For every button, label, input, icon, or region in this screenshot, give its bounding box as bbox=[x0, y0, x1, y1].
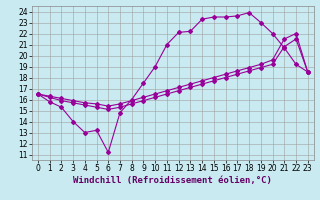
X-axis label: Windchill (Refroidissement éolien,°C): Windchill (Refroidissement éolien,°C) bbox=[73, 176, 272, 185]
